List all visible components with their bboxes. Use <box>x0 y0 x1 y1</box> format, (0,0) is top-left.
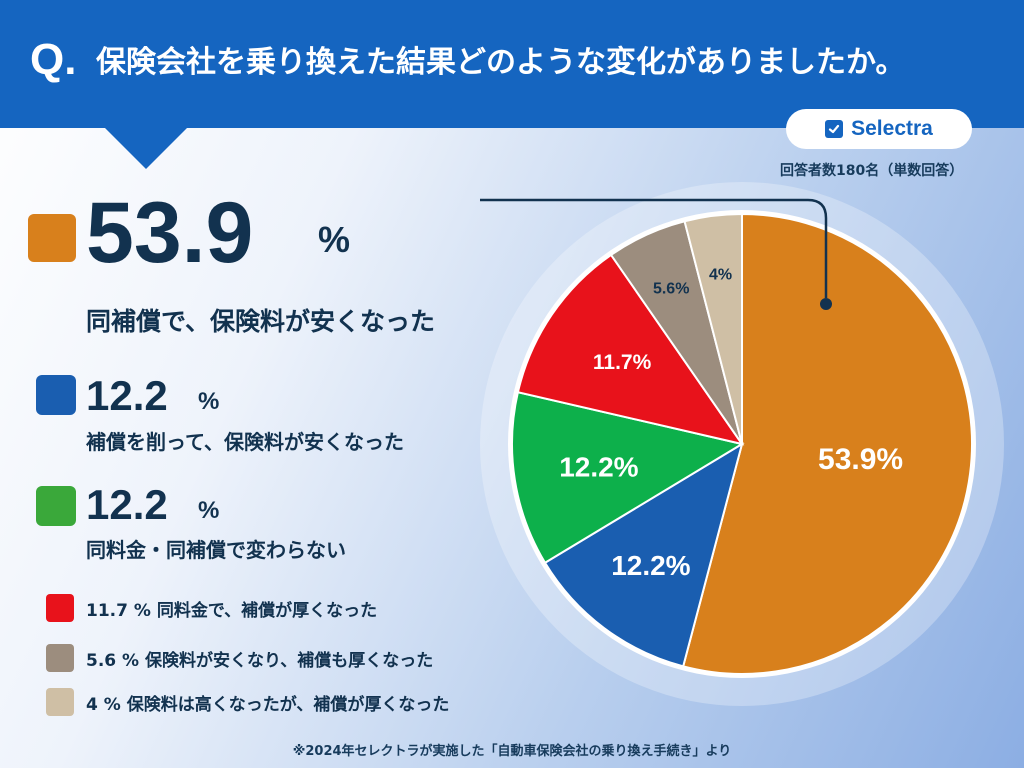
pie-slices <box>511 212 973 675</box>
legend-row: 5.6 % 保険料が安くなり、補償も厚くなった <box>46 644 433 672</box>
callout-line <box>480 198 828 298</box>
pie-labels: 53.9% 12.2% 12.2% 11.7% 5.6% 4% <box>559 267 903 581</box>
pie-slice-label: 5.6% <box>653 281 689 298</box>
legend-swatch-green <box>36 486 76 526</box>
header-banner <box>0 0 1024 128</box>
top-percent-sign: % <box>318 219 351 260</box>
third-percentage: 12.2 <box>86 481 168 528</box>
pie-slice <box>511 391 745 565</box>
third-label: 同料金・同補償で変わらない <box>86 538 346 562</box>
legend-swatch-blue <box>36 375 76 415</box>
top-percentage: 53.9 <box>86 185 254 281</box>
pie-slice <box>543 441 744 668</box>
third-percent-sign: % <box>198 497 220 524</box>
pie-slice-label: 53.9% <box>818 443 903 476</box>
pie-slice <box>681 212 973 675</box>
second-label: 補償を削って、保険料が安くなった <box>86 430 404 454</box>
question-title: 保険会社を乗り換えた結果どのような変化がありましたか。 <box>96 45 906 80</box>
pie-slice <box>516 253 745 446</box>
legend-swatch-beige <box>46 688 74 716</box>
checkbox-icon <box>825 120 844 138</box>
second-percent-sign: % <box>198 388 220 415</box>
legend-row: 4 % 保険料は高くなったが、補償が厚くなった <box>46 688 449 716</box>
header-notch <box>104 127 188 169</box>
callout-dot <box>820 298 832 310</box>
legend-row: 11.7 % 同料金で、補償が厚くなった <box>46 594 377 622</box>
legend-swatch-red <box>46 594 74 622</box>
pie-slice-label: 12.2% <box>611 550 690 581</box>
source-footnote: ※2024年セレクトラが実施した「自動車保険会社の乗り換え手続き」より <box>292 744 732 759</box>
pie-slice-label: 4% <box>709 267 732 284</box>
legend-text: 5.6 % 保険料が安くなり、補償も厚くなった <box>86 650 434 671</box>
pie-slice-label: 11.7% <box>593 351 652 374</box>
brand-name: Selectra <box>851 117 933 140</box>
legend-swatch-orange <box>28 214 76 262</box>
pie-slice <box>683 212 743 445</box>
legend-text: 4 % 保険料は高くなったが、補償が厚くなった <box>86 694 450 715</box>
legend-text: 11.7 % 同料金で、補償が厚くなった <box>86 600 378 621</box>
respondent-count: 回答者数180名（単数回答） <box>780 163 964 179</box>
second-percentage: 12.2 <box>86 372 168 419</box>
legend-swatch-taupe <box>46 644 74 672</box>
question-mark: Q. <box>30 35 77 84</box>
pie-slice-label: 12.2% <box>559 451 638 482</box>
brand-badge: Selectra <box>786 109 972 149</box>
top-label: 同補償で、保険料が安くなった <box>86 307 436 336</box>
